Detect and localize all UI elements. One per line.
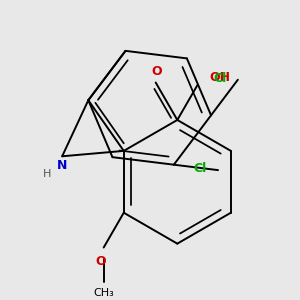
Text: CH₃: CH₃	[93, 288, 114, 298]
Text: O: O	[151, 65, 162, 78]
Text: O: O	[95, 255, 106, 268]
Text: OH: OH	[210, 71, 231, 84]
Text: N: N	[57, 159, 68, 172]
Text: Cl: Cl	[214, 72, 227, 85]
Text: H: H	[43, 169, 51, 178]
Text: Cl: Cl	[194, 162, 207, 176]
